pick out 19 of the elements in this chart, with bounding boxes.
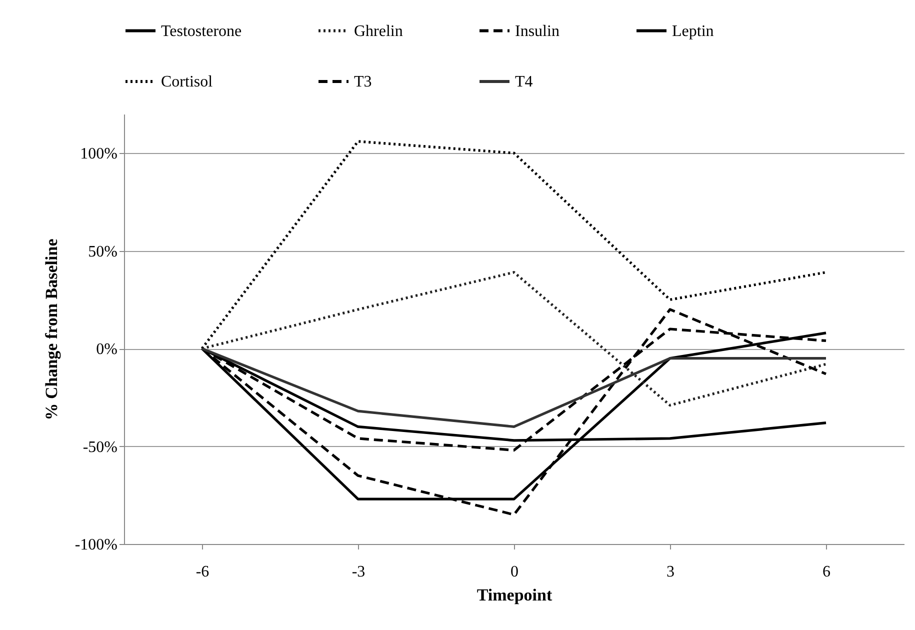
- legend-label: Ghrelin: [354, 22, 403, 40]
- y-axis-title: % Change from Baseline: [42, 238, 61, 420]
- legend-label: T3: [354, 74, 372, 90]
- x-tick-label: -6: [196, 564, 210, 580]
- y-tick-label: 100%: [80, 146, 118, 163]
- y-tick-label: -100%: [74, 536, 118, 554]
- x-tick-label: 3: [666, 564, 674, 580]
- y-tick-label: 0%: [96, 341, 118, 358]
- legend-label: T4: [515, 74, 533, 90]
- x-tick-label: 0: [510, 564, 518, 580]
- x-axis-title: Timepoint: [476, 586, 552, 604]
- x-tick-label: 6: [822, 564, 830, 580]
- y-tick-label: 50%: [88, 243, 118, 260]
- legend-label: Testosterone: [161, 22, 242, 40]
- x-tick-label: -3: [352, 564, 366, 580]
- y-tick-label: -50%: [82, 438, 118, 456]
- legend-label: Insulin: [515, 22, 560, 40]
- legend-label: Leptin: [672, 22, 714, 40]
- legend-label: Cortisol: [161, 74, 214, 90]
